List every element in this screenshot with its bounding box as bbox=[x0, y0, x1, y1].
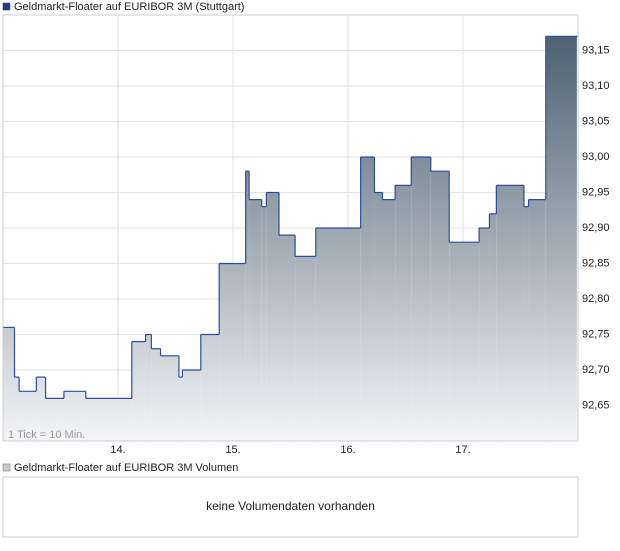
y-tick-label: 92,70 bbox=[582, 364, 610, 376]
x-tick-label: 15. bbox=[225, 444, 240, 456]
area-step bbox=[131, 341, 146, 441]
legend-swatch bbox=[2, 2, 11, 11]
y-tick-label: 93,10 bbox=[582, 80, 610, 92]
plot-frame bbox=[2, 14, 579, 442]
area-step bbox=[249, 199, 262, 441]
area-step bbox=[489, 213, 497, 441]
area-step bbox=[182, 370, 201, 441]
area-step bbox=[14, 377, 20, 441]
area-step bbox=[411, 157, 431, 441]
area-step bbox=[449, 242, 480, 441]
y-tick-label: 93,15 bbox=[582, 44, 610, 56]
area-step bbox=[3, 327, 15, 441]
area-step bbox=[523, 206, 529, 441]
area-step bbox=[200, 334, 220, 441]
area-step bbox=[219, 263, 246, 441]
area-step bbox=[279, 235, 296, 441]
area-step bbox=[45, 398, 64, 441]
y-tick-label: 92,65 bbox=[582, 399, 610, 411]
area-step bbox=[528, 199, 546, 441]
x-tick-label: 16. bbox=[340, 444, 355, 456]
area-step bbox=[395, 185, 412, 441]
line-end bbox=[576, 35, 578, 38]
area-step bbox=[19, 391, 37, 441]
y-tick-label: 92,95 bbox=[582, 186, 610, 198]
area-step bbox=[545, 36, 577, 442]
area-step bbox=[151, 348, 161, 441]
y-tick-label: 92,90 bbox=[582, 222, 610, 234]
area-step bbox=[63, 391, 86, 441]
area-step bbox=[374, 192, 383, 441]
area-step bbox=[479, 228, 490, 441]
x-tick-label: 17. bbox=[455, 444, 470, 456]
area-step bbox=[160, 355, 179, 441]
area-step bbox=[178, 377, 183, 441]
area-step bbox=[145, 334, 152, 441]
area-step bbox=[360, 157, 375, 441]
area-step bbox=[430, 171, 450, 441]
annotation: 1 Tick = 10 Min. bbox=[8, 429, 85, 441]
y-tick-label: 93,00 bbox=[582, 151, 610, 163]
y-tick-label: 92,85 bbox=[582, 257, 610, 269]
legend-swatch bbox=[2, 463, 11, 472]
volume-message: keine Volumendaten vorhanden bbox=[206, 499, 375, 513]
area-step bbox=[36, 377, 46, 441]
legend-label: Geldmarkt-Floater auf EURIBOR 3M (Stuttg… bbox=[14, 1, 244, 13]
area-step bbox=[245, 171, 250, 441]
area-step bbox=[382, 199, 396, 441]
y-tick-label: 92,75 bbox=[582, 328, 610, 340]
area-step bbox=[85, 398, 132, 441]
x-tick-label: 14. bbox=[110, 444, 125, 456]
area-step bbox=[261, 206, 267, 441]
area-step bbox=[266, 192, 279, 441]
area-step bbox=[295, 256, 316, 441]
legend-label: Geldmarkt-Floater auf EURIBOR 3M Volumen bbox=[14, 462, 238, 474]
area-step bbox=[496, 185, 524, 441]
y-tick-label: 93,05 bbox=[582, 115, 610, 127]
volume-frame bbox=[2, 476, 579, 538]
y-tick-label: 92,80 bbox=[582, 293, 610, 305]
area-step bbox=[315, 228, 361, 441]
